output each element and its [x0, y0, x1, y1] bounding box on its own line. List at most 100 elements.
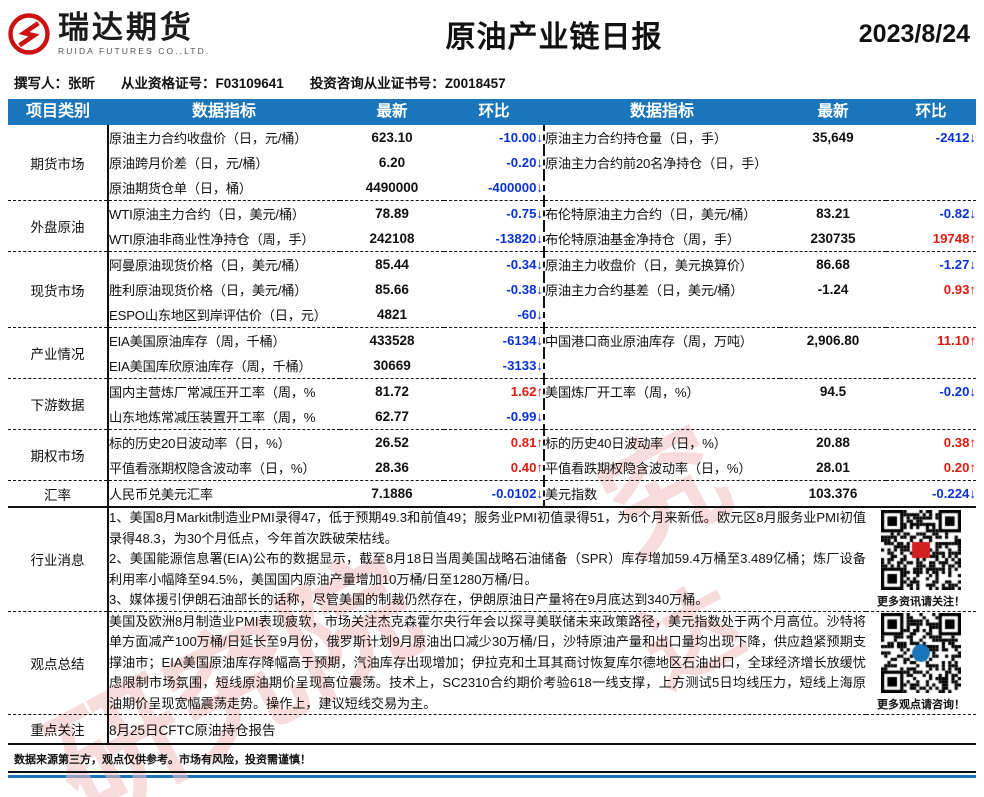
table-row: EIA美国库欣原油库存（周，千桶） 30669 -3133↓: [8, 353, 976, 379]
table-row: 胜利原油现货价格（日，美元/桶） 85.66 -0.38↓ 原油主力合约基差（日，美元…: [8, 277, 976, 302]
table-row: WTI原油非商业性净持仓（周，手） 242108 -13820↓ 布伦特原油基金净持仓…: [8, 226, 976, 252]
latest-left: 242108: [340, 226, 444, 252]
indicator-left: 原油期货仓单（日，桶）: [108, 175, 340, 201]
page-title: 原油产业链日报: [445, 21, 663, 54]
latest-left: 6.20: [378, 155, 406, 170]
change-left: -0.0102↓: [444, 480, 544, 508]
latest-right: 2,906.80: [806, 333, 860, 348]
consult-qr-code[interactable]: [881, 613, 961, 694]
table-body: 期货市场 原油主力合约收盘价（日，元/桶） 623.10 -10.00↓ 原油主力合约持…: [8, 125, 976, 508]
latest-left: 7.1886: [340, 480, 444, 508]
news-item-2: 2、美国能源信息署(EIA)公布的数据显示，截至8月18日当周美国战略石油储备（…: [109, 551, 866, 587]
indicator-right: 平值看跌期权隐含波动率（日，%）: [543, 455, 780, 481]
summary-qr-caption: 更多观点请咨询！: [877, 699, 965, 712]
change-left: -10.00↓: [499, 130, 543, 145]
latest-right: 86.68: [816, 257, 850, 272]
change-left: 0.81↑: [510, 435, 543, 450]
change-left: 0.40↑: [444, 455, 544, 481]
summary-text: 美国及欧洲8月制造业PMI表现疲软，市场关注杰克森霍尔央行年会以探寻美联储未来政…: [109, 613, 866, 711]
indicator-right: [543, 175, 780, 201]
news-qr-cell: 更多资讯请关注！: [866, 508, 976, 612]
indicator-right: 原油主力收盘价（日，美元换算价）: [543, 251, 780, 277]
news-qr-caption: 更多资讯请关注！: [877, 595, 965, 608]
indicator-right: 原油主力合约前20名净持仓（日，手）: [543, 150, 780, 175]
news-item-1: 1、美国8月Markit制造业PMI录得47，低于预期49.3和前值49；服务业…: [109, 510, 866, 546]
indicator-right: [543, 353, 780, 379]
latest-right: 35,649: [812, 130, 854, 145]
change-right: [886, 404, 976, 430]
change-left: -0.99↓: [444, 404, 544, 430]
indicator-right: 标的历史40日波动率（日，%）: [543, 429, 780, 455]
notes-table: 行业消息 1、美国8月Markit制造业PMI录得47，低于预期49.3和前值4…: [8, 508, 976, 745]
table-row: 期权市场 标的历史20日波动率（日，%） 26.52 0.81↑ 标的历史40日波动率（…: [8, 429, 976, 481]
author-label: 撰写人：: [14, 76, 68, 91]
change-right: -1.27↓: [939, 257, 976, 272]
category-cell: 外盘原油: [8, 200, 109, 252]
latest-right: 94.5: [819, 384, 847, 399]
change-right: 0.93↑: [943, 282, 976, 297]
header-indicator-left: 数据指标: [108, 99, 340, 125]
table-row: 山东地炼常减压装置开工率（周，% 62.77 -0.99↓: [8, 404, 976, 430]
bottom-rule: [8, 775, 976, 778]
table-row: 产业情况 EIA美国原油库存（周，千桶） 433528 -6134↓ 中国港口商业原油库…: [8, 327, 976, 379]
indicator-left: 阿曼原油现货价格（日，美元/桶）: [109, 258, 308, 273]
indicator-right: 中国港口商业原油库存（周，万吨）: [543, 327, 780, 353]
change-right: -0.82↓: [939, 206, 976, 221]
news-body: 1、美国8月Markit制造业PMI录得47，低于预期49.3和前值49；服务业…: [108, 508, 866, 612]
change-left: -3133↓: [444, 353, 544, 379]
latest-left: 28.36: [340, 455, 444, 481]
latest-right: -1.24: [817, 282, 849, 297]
latest-left: 78.89: [375, 206, 409, 221]
latest-left: 81.72: [375, 384, 409, 399]
report-date: 2023/8/24: [858, 19, 970, 48]
change-right: [886, 353, 976, 379]
change-left: -400000↓: [444, 175, 544, 201]
change-right: 0.20↑: [886, 455, 976, 481]
indicator-left: 原油主力合约收盘价（日，元/桶）: [109, 131, 308, 146]
table-header: 项目类别 数据指标 最新 环比 数据指标 最新 环比: [8, 99, 976, 125]
table-row: 平值看涨期权隐含波动率（日，%） 28.36 0.40↑ 平值看跌期权隐含波动率（日，…: [8, 455, 976, 481]
qualification-number: F03109641: [215, 76, 284, 91]
change-right: -0.20↓: [939, 384, 976, 399]
focus-row: 重点关注 8月25日CFTC原油持仓报告: [8, 714, 976, 745]
ruida-logo-icon: [8, 13, 50, 55]
indicator-left: 胜利原油现货价格（日，美元/桶）: [109, 283, 308, 298]
category-cell: 现货市场: [8, 251, 109, 328]
category-cell: 下游数据: [8, 378, 109, 430]
category-cell: 期权市场: [8, 429, 109, 481]
consult-field: 投资咨询从业证书号：Z0018457: [310, 72, 506, 92]
change-right: 19748↑: [886, 226, 976, 252]
change-left: -0.38↓: [506, 282, 543, 297]
change-left: -0.34↓: [506, 257, 543, 272]
indicator-left: EIA美国库欣原油库存（周，千桶）: [108, 353, 340, 379]
indicator-right: 原油主力合约基差（日，美元/桶）: [543, 277, 780, 302]
table-row: 汇率 人民币兑美元汇率 7.1886 -0.0102↓ 美元指数 103.376 -0.22…: [8, 480, 976, 508]
summary-qr-cell: 更多观点请咨询！: [866, 611, 976, 715]
indicator-left: 人民币兑美元汇率: [108, 480, 340, 508]
latest-left: 433528: [369, 333, 415, 348]
summary-body: 美国及欧洲8月制造业PMI表现疲软，市场关注杰克森霍尔央行年会以探寻美联储未来政…: [108, 611, 866, 715]
latest-left: 85.66: [375, 282, 409, 297]
latest-left: 30669: [340, 353, 444, 379]
header-indicator-right: 数据指标: [544, 99, 780, 125]
latest-right: 28.01: [780, 455, 886, 481]
disclaimer: 数据来源第三方，观点仅供参考。市场有风险，投资需谨慎！: [8, 745, 976, 773]
header-category: 项目类别: [8, 99, 108, 125]
byline: 撰写人：张昕 从业资格证号：F03109641 投资咨询从业证书号：Z00184…: [8, 64, 976, 99]
page-header: 瑞达期货 RUIDA FUTURES CO.,LTD. 原油产业链日报 2023…: [8, 0, 976, 64]
table-row: 期货市场 原油主力合约收盘价（日，元/桶） 623.10 -10.00↓ 原油主力合约持…: [8, 125, 976, 201]
news-qr-code[interactable]: [881, 509, 961, 590]
indicator-left: WTI原油非商业性净持仓（周，手）: [108, 226, 340, 252]
table-row: 原油跨月价差（日，元/桶） 6.20 -0.20↓ 原油主力合约前20名净持仓（日，手…: [8, 150, 976, 175]
indicator-left: 山东地炼常减压装置开工率（周，%: [108, 404, 340, 430]
latest-right: 230735: [780, 226, 886, 252]
qualification-field: 从业资格证号：F03109641: [121, 72, 284, 92]
header-change-left: 环比: [444, 99, 544, 125]
author-field: 撰写人：张昕: [14, 72, 95, 92]
qualification-label: 从业资格证号：: [121, 76, 216, 91]
header-change-right: 环比: [886, 99, 976, 125]
indicator-left: 国内主营炼厂常减压开工率（周，%: [109, 385, 316, 400]
category-cell: 产业情况: [8, 327, 109, 379]
change-right: 11.10↑: [937, 333, 976, 348]
